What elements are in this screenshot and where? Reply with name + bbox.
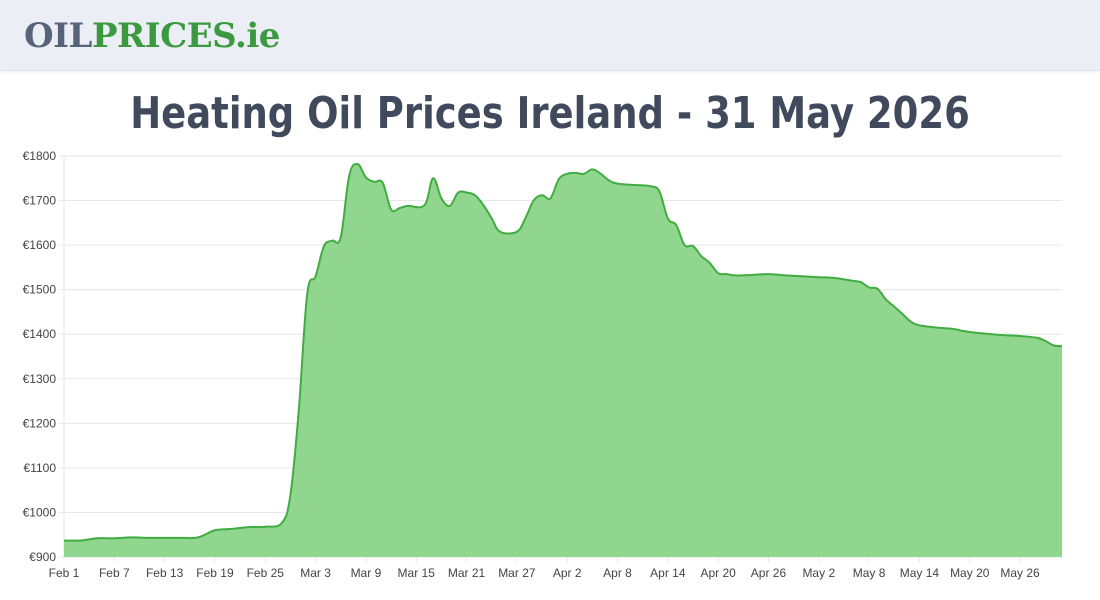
page-title: Heating Oil Prices Ireland - 31 May 2026 [130,88,970,139]
x-tick-label: Mar 3 [300,566,331,580]
logo-oil-text: OIL [24,16,92,56]
y-tick-label: €1000 [23,505,57,519]
x-tick-label: Apr 2 [553,566,582,580]
y-axis-ticks: €900 €1000 €1100 €1200 €1300 €1400 €1500 €1600 €… [23,149,57,564]
x-tick-label: Feb 7 [99,566,130,580]
x-tick-label: Feb 13 [146,566,184,580]
y-tick-label: €1200 [23,416,57,430]
y-tick-label: €1400 [23,327,57,341]
logo-ie-text: .ie [234,16,280,56]
x-tick-label: May 8 [853,566,886,580]
x-tick-label: May 26 [1000,566,1040,580]
y-tick-label: €1800 [23,149,57,163]
x-tick-label: Apr 20 [700,566,736,580]
x-tick-label: Feb 25 [247,566,285,580]
site-logo[interactable]: OILPRICES.ie [24,14,280,58]
x-tick-label: Mar 21 [448,566,486,580]
x-axis-ticks: Feb 1 Feb 7 Feb 13 Feb 19 Feb 25 Mar 3 Mar 9 Ma… [49,566,1040,580]
x-tick-label: Mar 15 [398,566,436,580]
x-tick-label: Apr 8 [603,566,632,580]
x-tick-label: Apr 26 [751,566,787,580]
x-tick-label: May 20 [950,566,990,580]
logo-prices-text: PRICES [91,16,236,56]
site-header: OILPRICES.ie [0,0,1100,71]
y-tick-label: €1600 [23,238,57,252]
x-tick-label: Feb 19 [196,566,234,580]
chart-area-series [63,162,1063,557]
x-tick-label: Mar 9 [351,566,382,580]
y-tick-label: €900 [29,550,56,564]
price-area-fill [64,163,1062,557]
y-tick-label: €1700 [23,194,57,208]
x-tick-label: May 2 [802,566,835,580]
y-tick-label: €1500 [23,283,57,297]
price-line [63,162,1063,542]
y-tick-label: €1100 [24,461,57,475]
price-chart: €900 €1000 €1100 €1200 €1300 €1400 €1500 €1600 €… [23,149,1063,580]
y-tick-label: €1300 [23,372,57,386]
x-tick-label: Feb 1 [49,566,80,580]
x-tick-label: Apr 14 [650,566,686,580]
x-tick-label: Mar 27 [498,566,536,580]
x-tick-label: May 14 [900,566,940,580]
